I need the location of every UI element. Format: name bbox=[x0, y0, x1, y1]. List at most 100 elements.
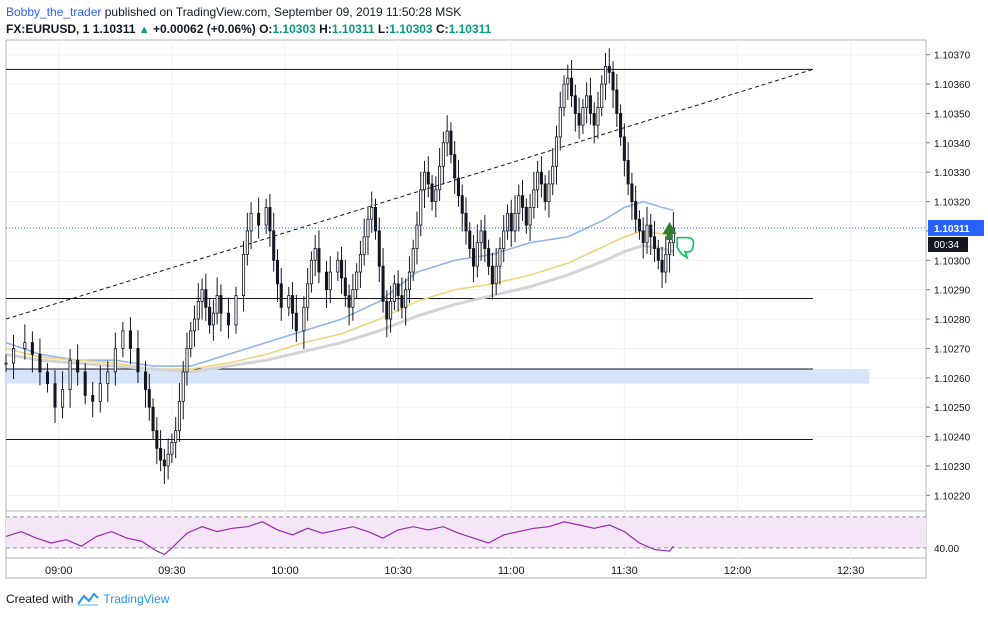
y-tick-label: 1.10300 bbox=[934, 256, 971, 267]
candle-body bbox=[226, 312, 230, 326]
candle-body bbox=[309, 259, 313, 285]
candle-body bbox=[498, 248, 502, 267]
candle-body bbox=[505, 212, 510, 232]
candle-body bbox=[460, 195, 464, 214]
candle-body bbox=[53, 383, 57, 408]
candle-body bbox=[245, 230, 249, 255]
y-tick-label: 1.10340 bbox=[934, 139, 971, 150]
candle-body bbox=[381, 265, 385, 302]
candle-body bbox=[385, 301, 389, 320]
trendline bbox=[5, 68, 814, 320]
candle-body bbox=[362, 236, 366, 255]
candle-body bbox=[113, 348, 117, 373]
candle-body bbox=[554, 136, 559, 167]
published-text: published on TradingView.com, September … bbox=[104, 5, 462, 19]
candle-body bbox=[377, 230, 381, 267]
author-name[interactable]: Bobby_the_trader bbox=[6, 5, 102, 19]
candle-body bbox=[343, 277, 347, 296]
candle-body bbox=[23, 342, 27, 349]
candle-body bbox=[143, 371, 148, 390]
candle-body bbox=[355, 271, 359, 291]
candle-body bbox=[453, 154, 457, 179]
y-tick-label: 1.10230 bbox=[934, 462, 971, 473]
tradingview-brand[interactable]: TradingView bbox=[103, 592, 170, 606]
candle-body bbox=[490, 265, 494, 285]
candle-body bbox=[532, 189, 536, 208]
candle-body bbox=[415, 224, 419, 249]
candle-body bbox=[68, 359, 72, 390]
candle-body bbox=[517, 195, 521, 214]
candle-body bbox=[208, 306, 212, 326]
candle-body bbox=[641, 230, 645, 244]
y-tick-label: 1.10220 bbox=[934, 491, 971, 502]
candle-body bbox=[147, 389, 151, 408]
candle-body bbox=[551, 165, 555, 185]
buy-arrow-icon bbox=[662, 222, 677, 240]
candle-body bbox=[411, 248, 415, 273]
created-with-text: Created with bbox=[6, 592, 74, 606]
moving-average-line bbox=[5, 200, 674, 367]
candle-body bbox=[441, 142, 445, 167]
high-label: H: bbox=[319, 22, 332, 36]
candle-body bbox=[196, 301, 200, 320]
candle-body bbox=[603, 66, 608, 85]
candle-body bbox=[324, 271, 329, 291]
candle-body bbox=[472, 248, 476, 267]
candle-body bbox=[358, 254, 362, 273]
last-price: 1.10311 bbox=[92, 22, 136, 36]
chart-header: Bobby_the_trader published on TradingVie… bbox=[6, 4, 461, 21]
candle-body bbox=[649, 224, 653, 238]
y-tick-label: 1.10250 bbox=[934, 403, 971, 414]
x-tick-label: 09:30 bbox=[158, 565, 186, 577]
footer: Created with TradingView bbox=[6, 592, 169, 606]
y-tick-label: 1.10280 bbox=[934, 315, 971, 326]
candle-body bbox=[275, 259, 280, 285]
open-value: 1.10303 bbox=[272, 22, 316, 36]
candle-body bbox=[483, 230, 487, 249]
candle-body bbox=[570, 77, 574, 97]
candle-body bbox=[170, 442, 174, 455]
x-tick-label: 10:30 bbox=[384, 565, 412, 577]
moving-average-line bbox=[5, 230, 674, 370]
candle-body bbox=[509, 212, 513, 232]
symbol-label[interactable]: FX:EURUSD, 1 bbox=[6, 22, 90, 36]
tradingview-logo-icon bbox=[77, 592, 100, 606]
candle-body bbox=[249, 212, 253, 232]
candle-body bbox=[279, 283, 283, 308]
candle-body bbox=[396, 283, 400, 296]
candle-body bbox=[219, 295, 223, 314]
candle-body bbox=[539, 171, 543, 185]
candle-body bbox=[291, 295, 295, 314]
candle-body bbox=[166, 453, 170, 467]
candle-body bbox=[121, 330, 125, 349]
candle-body bbox=[622, 136, 626, 161]
candle-body bbox=[128, 330, 132, 349]
candle-body bbox=[562, 83, 566, 108]
candle-body bbox=[159, 447, 163, 461]
candle-body bbox=[392, 283, 396, 302]
candle-body bbox=[328, 271, 332, 291]
candle-body bbox=[12, 348, 16, 364]
candle-body bbox=[38, 353, 42, 373]
candle-body bbox=[456, 177, 460, 197]
candle-body bbox=[464, 212, 468, 232]
candle-body bbox=[660, 259, 664, 273]
candle-body bbox=[45, 371, 50, 385]
candle-body bbox=[543, 183, 547, 202]
candle-body bbox=[155, 430, 159, 449]
change-value: +0.00062 (+0.06%) bbox=[152, 22, 256, 36]
candle-body bbox=[449, 130, 453, 155]
candle-body bbox=[366, 218, 370, 238]
candle-body bbox=[513, 212, 517, 232]
candle-body bbox=[596, 107, 600, 126]
candle-body bbox=[592, 113, 596, 126]
open-label: O: bbox=[259, 22, 273, 36]
candle-body bbox=[630, 183, 634, 202]
candle-body bbox=[400, 295, 404, 308]
candle-body bbox=[566, 77, 570, 85]
candle-body bbox=[181, 371, 185, 402]
candle-body bbox=[626, 160, 630, 185]
candle-body bbox=[588, 95, 592, 114]
candle-body bbox=[306, 283, 310, 308]
